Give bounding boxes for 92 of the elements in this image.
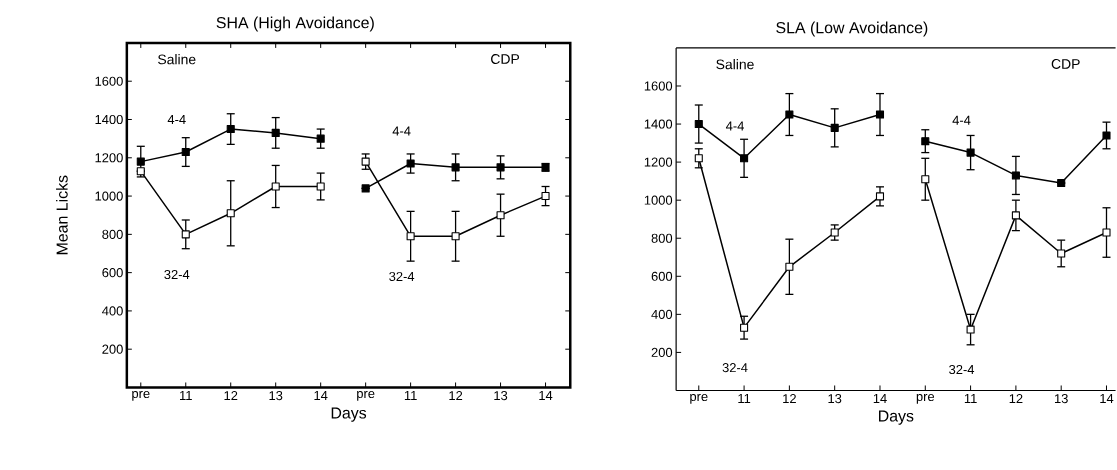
point <box>361 184 370 193</box>
series-label: 4-4 <box>952 115 971 125</box>
y-tick-label: 800 <box>102 229 123 239</box>
y-tick-label: 1400 <box>95 114 123 124</box>
y-axis-title: Mean Licks <box>56 175 68 254</box>
point <box>1057 249 1066 258</box>
series-label: 4-4 <box>725 121 744 131</box>
point <box>181 147 190 156</box>
point <box>136 166 145 176</box>
y-tick-label: 200 <box>651 347 673 357</box>
y-tick-label: 1200 <box>95 153 123 163</box>
point <box>316 134 325 143</box>
x-tick-label: 14 <box>1100 393 1114 403</box>
point <box>496 163 505 172</box>
point <box>921 136 930 146</box>
point <box>966 325 975 334</box>
point <box>271 128 280 137</box>
point <box>966 148 975 157</box>
text: 32-4 <box>949 364 975 374</box>
series-label: 4-4 <box>392 126 411 136</box>
point <box>451 232 460 241</box>
x-axis-title: Days <box>331 407 367 422</box>
x-axis-title: Days <box>879 410 914 425</box>
annotation: CDP <box>491 53 520 64</box>
point <box>496 210 505 220</box>
series-label: 4-4 <box>167 114 186 124</box>
y-tick-label: 1400 <box>644 119 673 129</box>
y-tick-label: 1000 <box>644 195 673 205</box>
x-tick-label: 14 <box>314 390 328 400</box>
point <box>406 159 415 168</box>
text: 32-4 <box>722 362 748 373</box>
y-tick-label: 800 <box>651 233 673 243</box>
point <box>1102 228 1111 237</box>
y-tick-label: 600 <box>651 271 673 281</box>
annotation: Saline <box>158 53 196 65</box>
point <box>785 110 794 119</box>
x-tick-label: 14 <box>539 390 553 400</box>
chart-title: SLA (Low Avoidance) <box>776 21 928 37</box>
x-tick-label: 11 <box>404 390 417 400</box>
x-tick-label: pre <box>690 393 708 404</box>
x-tick-label: pre <box>916 393 935 404</box>
y-tick-label: 400 <box>102 306 123 316</box>
point <box>830 228 839 237</box>
point <box>1011 171 1020 180</box>
text: 32-4 <box>164 269 190 279</box>
annotation: Saline <box>716 58 754 70</box>
x-tick-label: 11 <box>180 390 192 400</box>
x-tick-label: 12 <box>783 393 796 403</box>
x-tick-label: 13 <box>494 390 508 400</box>
text: 32-4 <box>389 271 415 281</box>
chart-title: SHA (High Avoidance) <box>216 16 374 32</box>
x-tick-label: 12 <box>1009 393 1023 403</box>
x-tick-label: 12 <box>449 390 463 400</box>
y-tick-label: 600 <box>102 267 123 278</box>
x-tick-label: 13 <box>828 393 842 403</box>
x-tick-label: pre <box>132 390 150 401</box>
point <box>830 123 839 132</box>
point <box>181 230 190 239</box>
point <box>694 154 703 163</box>
point <box>271 182 280 191</box>
x-tick-label: 13 <box>1054 393 1068 403</box>
point <box>451 163 460 172</box>
point <box>694 119 703 128</box>
point <box>406 232 415 241</box>
y-tick-label: 200 <box>102 344 123 354</box>
point <box>316 182 325 191</box>
y-tick-label: 1600 <box>95 76 123 86</box>
point <box>785 262 794 271</box>
point <box>541 191 550 200</box>
x-tick-label: 14 <box>873 393 887 403</box>
x-tick-label: pre <box>357 390 375 401</box>
annotation: CDP <box>1051 58 1080 69</box>
y-tick-label: 1000 <box>95 191 123 201</box>
x-tick-label: 11 <box>964 393 977 403</box>
point <box>226 124 235 133</box>
x-tick-label: 12 <box>224 390 238 400</box>
point <box>226 209 235 218</box>
y-tick-label: 400 <box>651 309 673 319</box>
point <box>921 175 930 184</box>
point <box>740 154 749 163</box>
point <box>1011 211 1020 220</box>
y-tick-label: 1600 <box>644 81 673 91</box>
point <box>1102 131 1111 140</box>
point <box>740 323 749 332</box>
point <box>136 157 145 166</box>
x-tick-label: 13 <box>269 390 283 400</box>
point <box>875 192 885 201</box>
point <box>1057 178 1066 187</box>
point <box>875 110 885 119</box>
point <box>361 157 370 166</box>
y-tick-label: 1200 <box>644 157 673 167</box>
x-tick-label: 11 <box>738 393 751 403</box>
